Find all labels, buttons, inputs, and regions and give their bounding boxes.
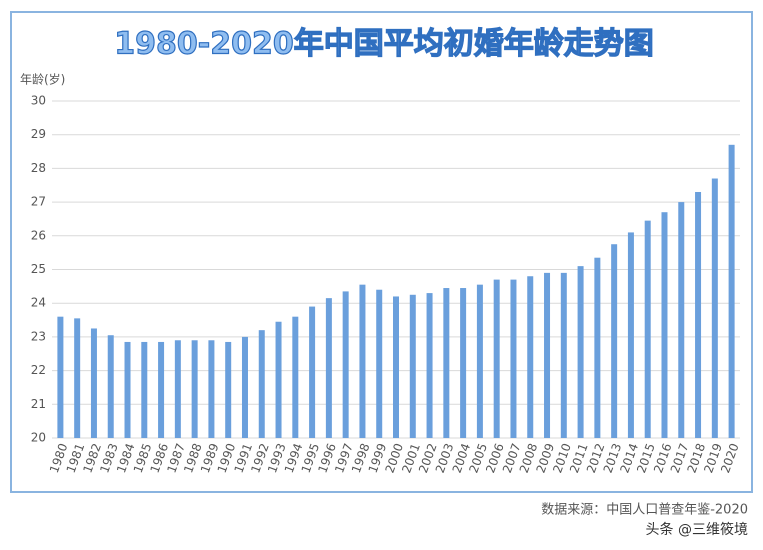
bar bbox=[225, 341, 232, 438]
y-tick-label: 22 bbox=[31, 363, 46, 377]
y-axis-label: 年龄(岁) bbox=[20, 72, 65, 87]
bar bbox=[644, 220, 651, 438]
y-tick-label: 20 bbox=[31, 431, 46, 445]
y-tick-label: 28 bbox=[31, 161, 46, 175]
bar bbox=[493, 279, 500, 438]
bar bbox=[241, 336, 248, 438]
bar bbox=[309, 306, 316, 438]
bar bbox=[678, 202, 685, 438]
source: 数据来源：中国人口普查年鉴-2020 bbox=[541, 503, 748, 518]
chart-title: 1980-2020年中国平均初婚年龄走势图 bbox=[114, 27, 653, 62]
bar bbox=[560, 272, 567, 438]
bar bbox=[510, 279, 517, 438]
bar bbox=[57, 316, 64, 438]
bar bbox=[258, 330, 265, 438]
bar bbox=[342, 291, 349, 438]
y-tick-label: 25 bbox=[31, 262, 46, 276]
bar bbox=[661, 212, 668, 438]
bar bbox=[443, 288, 450, 438]
bar bbox=[292, 316, 299, 438]
bar bbox=[174, 340, 181, 438]
y-tick-label: 26 bbox=[31, 228, 46, 242]
bar bbox=[594, 257, 601, 438]
bar bbox=[728, 144, 735, 438]
bar bbox=[90, 328, 97, 438]
bar bbox=[359, 284, 366, 438]
bar bbox=[627, 232, 634, 438]
bar bbox=[544, 272, 551, 438]
bar bbox=[74, 318, 81, 438]
bar bbox=[141, 341, 148, 438]
bar bbox=[325, 298, 332, 438]
bar bbox=[577, 266, 584, 438]
y-tick-label: 29 bbox=[31, 127, 46, 141]
bar bbox=[695, 191, 702, 438]
bar bbox=[460, 288, 467, 438]
bar bbox=[409, 294, 416, 438]
bar bbox=[107, 335, 114, 438]
bar bbox=[527, 276, 534, 438]
y-tick-label: 30 bbox=[31, 94, 46, 108]
y-tick-label: 21 bbox=[31, 397, 46, 411]
bar bbox=[393, 296, 399, 438]
bar bbox=[124, 341, 131, 438]
bar bbox=[476, 284, 483, 438]
bar bbox=[191, 340, 198, 438]
y-tick-label: 27 bbox=[31, 195, 46, 209]
bar bbox=[711, 178, 718, 438]
bar bbox=[611, 244, 618, 438]
bar bbox=[426, 293, 433, 438]
bar bbox=[208, 340, 215, 438]
watermark: 头条 @三维筱境 bbox=[646, 521, 748, 538]
bar bbox=[275, 321, 282, 438]
y-tick-label: 23 bbox=[31, 329, 46, 343]
bar bbox=[376, 289, 383, 438]
y-tick-label: 24 bbox=[31, 296, 46, 310]
bar bbox=[158, 341, 165, 438]
frame bbox=[10, 11, 753, 493]
